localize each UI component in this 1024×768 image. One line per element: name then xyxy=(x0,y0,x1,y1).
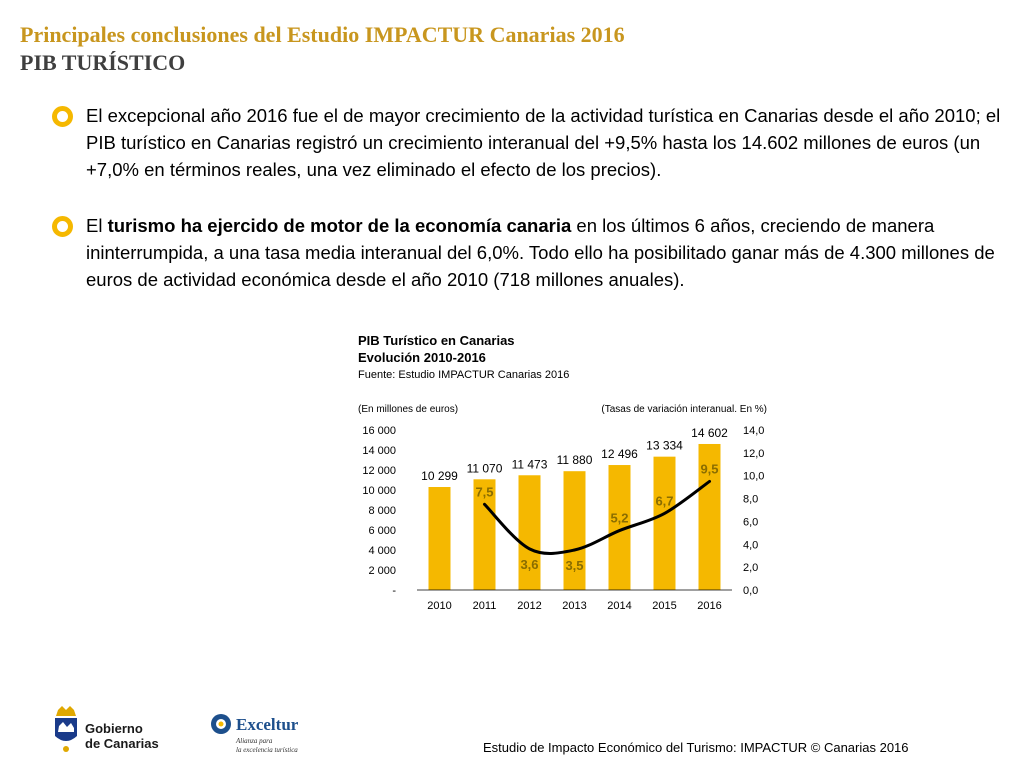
x-tick-label: 2012 xyxy=(517,600,541,612)
bar-value-label: 13 334 xyxy=(646,439,683,453)
coat-of-arms-icon xyxy=(55,706,77,752)
exceltur-symbol-icon xyxy=(211,714,231,734)
y-axis-right-label: (Tasas de variación interanual. En %) xyxy=(601,404,767,415)
bar xyxy=(653,456,676,590)
x-tick-label: 2015 xyxy=(652,600,676,612)
y-axis-left-label: (En millones de euros) xyxy=(358,404,458,415)
line-value-label: 3,5 xyxy=(565,558,583,573)
footer-text: Estudio de Impacto Económico del Turismo… xyxy=(483,740,909,755)
y-left-tick-label: 14 000 xyxy=(362,445,396,457)
y-right-tick-label: 4,0 xyxy=(743,539,758,551)
line-value-label: 7,5 xyxy=(475,484,493,499)
bar xyxy=(518,475,541,590)
y-right-tick-label: 14,0 xyxy=(743,425,764,437)
logo-gobierno-line1: Gobierno xyxy=(85,721,143,736)
y-right-tick-label: 10,0 xyxy=(743,471,764,483)
logo-exceltur-tagline1: Alianza para xyxy=(235,737,273,745)
bullet-text: El turismo ha ejercido de motor de la ec… xyxy=(86,215,995,290)
bar xyxy=(698,443,721,590)
bullet-text: El excepcional año 2016 fue el de mayor … xyxy=(86,105,1001,180)
bar-value-label: 11 070 xyxy=(467,461,503,475)
x-tick-label: 2011 xyxy=(473,600,497,612)
circle-bullet-icon xyxy=(52,106,73,127)
logo-exceltur-name: Exceltur xyxy=(236,715,299,734)
line-value-label: 6,7 xyxy=(655,493,673,508)
x-tick-label: 2014 xyxy=(607,600,631,612)
y-left-tick-label: - xyxy=(392,585,396,597)
y-left-tick-label: 12 000 xyxy=(362,465,396,477)
logo-gobierno-line2: de Canarias xyxy=(85,736,159,751)
bar xyxy=(563,471,586,590)
page-title: Principales conclusiones del Estudio IMP… xyxy=(20,22,625,47)
y-right-tick-label: 2,0 xyxy=(743,562,758,574)
y-left-tick-label: 2 000 xyxy=(368,565,396,577)
exceltur-logo: Exceltur Alianza para la excelencia turí… xyxy=(211,714,299,754)
y-right-tick-label: 0,0 xyxy=(743,585,758,597)
y-right-tick-label: 6,0 xyxy=(743,516,758,528)
bar-value-label: 10 299 xyxy=(421,469,458,483)
y-left-tick-label: 4 000 xyxy=(368,545,396,557)
bar-value-label: 11 880 xyxy=(557,453,593,467)
bar-value-label: 12 496 xyxy=(601,447,638,461)
chart-source: Fuente: Estudio IMPACTUR Canarias 2016 xyxy=(358,369,569,381)
growth-rate-line xyxy=(483,479,711,555)
gobierno-de-canarias-logo: Gobierno de Canarias xyxy=(55,706,159,752)
chart-subtitle: Evolución 2010-2016 xyxy=(358,350,486,365)
pib-chart: PIB Turístico en Canarias Evolución 2010… xyxy=(358,333,767,612)
line-value-label: 5,2 xyxy=(610,511,628,526)
y-left-tick-label: 10 000 xyxy=(362,485,396,497)
bar-value-label: 11 473 xyxy=(512,457,548,471)
x-tick-label: 2010 xyxy=(427,600,451,612)
page-subtitle: PIB TURÍSTICO xyxy=(20,50,186,75)
line-value-label: 3,6 xyxy=(520,557,538,572)
bar-value-label: 14 602 xyxy=(691,426,728,440)
bar xyxy=(473,479,496,590)
bar xyxy=(608,465,631,590)
chart-title: PIB Turístico en Canarias xyxy=(358,333,515,348)
bar xyxy=(428,487,451,590)
logo-exceltur-tagline2: la excelencia turística xyxy=(236,746,298,754)
x-tick-label: 2013 xyxy=(562,600,586,612)
y-left-tick-label: 16 000 xyxy=(362,425,396,437)
y-left-tick-label: 8 000 xyxy=(368,505,396,517)
y-right-tick-label: 8,0 xyxy=(743,494,758,506)
y-left-tick-label: 6 000 xyxy=(368,525,396,537)
x-tick-label: 2016 xyxy=(697,600,721,612)
circle-bullet-icon xyxy=(52,216,73,237)
y-right-tick-label: 12,0 xyxy=(743,448,764,460)
line-value-label: 9,5 xyxy=(700,461,718,476)
